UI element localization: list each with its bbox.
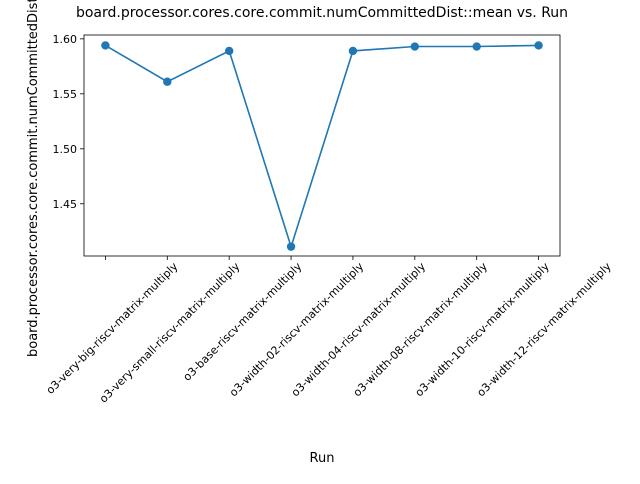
y-tick-label: 1.60 bbox=[53, 33, 78, 46]
data-point bbox=[286, 242, 296, 251]
y-tick-label: 1.45 bbox=[53, 198, 78, 211]
data-point bbox=[348, 46, 358, 56]
data-point bbox=[224, 46, 234, 56]
data-point bbox=[101, 41, 110, 50]
data-point bbox=[472, 42, 481, 51]
x-axis-label: Run bbox=[310, 451, 335, 466]
data-point bbox=[410, 42, 420, 51]
axes-frame bbox=[83, 34, 561, 257]
chart-title: board.processor.cores.core.commit.numCom… bbox=[76, 5, 568, 21]
data-point bbox=[534, 41, 543, 50]
data-point bbox=[163, 77, 172, 86]
y-tick-label: 1.50 bbox=[53, 143, 78, 156]
series-line bbox=[104, 44, 539, 250]
y-axis-label: board.processor.cores.core.commit.numCom… bbox=[26, 0, 41, 357]
y-tick-label: 1.55 bbox=[53, 88, 78, 101]
